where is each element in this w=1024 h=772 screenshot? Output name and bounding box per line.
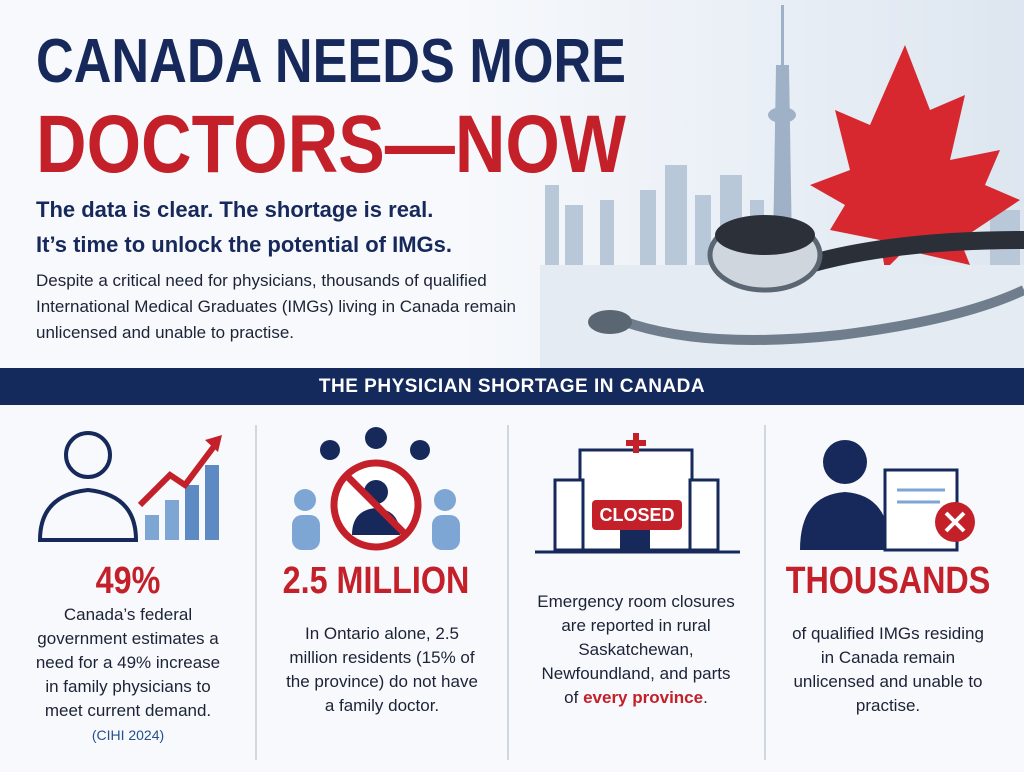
skyline [545,165,1020,270]
doctor-growth-icon [37,431,222,542]
stat-headline: THOUSANDS [785,560,991,602]
stethoscope [588,215,1024,345]
stat-headline: 49% [95,560,161,602]
subtitle-line2: It’s time to unlock the potential of IMG… [36,232,452,257]
closed-sign: CLOSED [599,505,674,525]
stat-text: Emergency room closures are reported in … [536,590,736,710]
stat-end: . [703,688,708,707]
maple-leaf [810,45,1020,270]
stat-emphasis: every province [583,688,704,707]
intro: Despite a critical need for physicians, … [36,271,517,342]
column-dividers [255,425,766,760]
stat-text: of qualified IMGs residing in Canada rem… [792,624,984,715]
stat-headline: 2.5 MILLION [282,560,470,602]
section-banner: THE PHYSICIAN SHORTAGE IN CANADA [0,368,1024,405]
stat-body: Canada’s federal government estimates a … [35,605,221,720]
stat-body: Emergency room closures are reported in … [537,592,735,707]
cn-tower [768,5,796,250]
missing-doctor-icon [292,427,460,551]
stat-text: Canada’s federal government estimates a … [28,603,228,747]
title-line2: DOCTORS—NOW [36,99,627,190]
closed-hospital-icon: CLOSED [535,433,740,554]
stat-text: In Ontario alone, 2.5 million residents … [286,624,478,715]
title-line1: CANADA NEEDS MORE [36,27,626,96]
stat-source: (CIHI 2024) [91,727,165,743]
unlicensed-icon [800,440,975,552]
subtitle-line1: The data is clear. The shortage is real. [36,197,434,222]
